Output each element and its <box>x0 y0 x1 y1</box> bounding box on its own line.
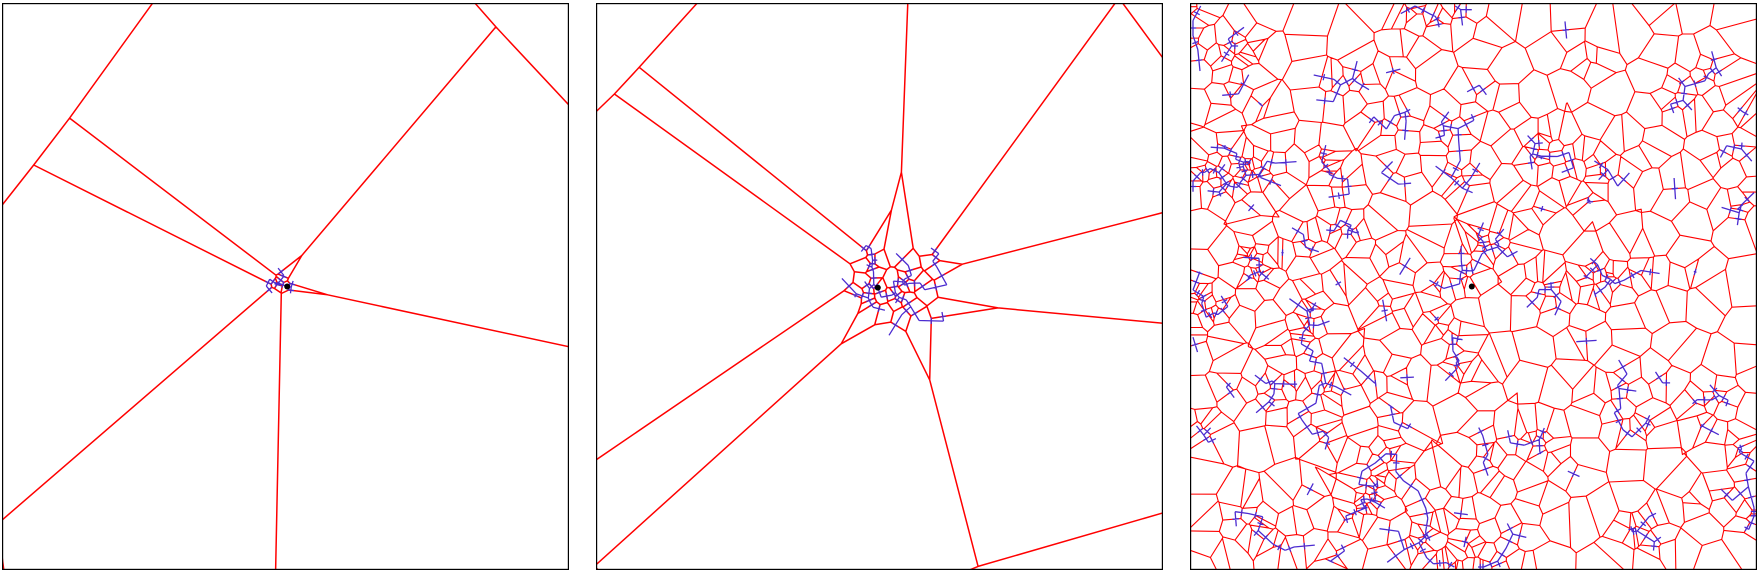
center-point <box>874 284 881 291</box>
voronoi-diagram-medium <box>596 3 1163 570</box>
tree-edges <box>264 267 296 294</box>
hub-dot <box>1468 283 1475 290</box>
spanning-tree-edges <box>841 244 948 336</box>
panel-voronoi-medium <box>596 3 1163 570</box>
spanning-tree-edges <box>264 267 296 294</box>
panel-voronoi-small <box>2 3 569 570</box>
voronoi-diagram-small <box>2 3 569 570</box>
hub-dot <box>874 284 881 291</box>
tree-edges <box>1190 4 1757 570</box>
spanning-tree-edges <box>1190 4 1757 570</box>
panel-voronoi-large <box>1190 3 1757 570</box>
tree-edges <box>841 244 948 336</box>
voronoi-diagram-large <box>1190 3 1757 570</box>
panel-frame <box>2 3 569 570</box>
panel-frame <box>1190 3 1757 570</box>
center-point <box>1468 283 1475 290</box>
center-point <box>284 283 291 290</box>
hub-dot <box>284 283 291 290</box>
panel-frame <box>596 3 1163 570</box>
